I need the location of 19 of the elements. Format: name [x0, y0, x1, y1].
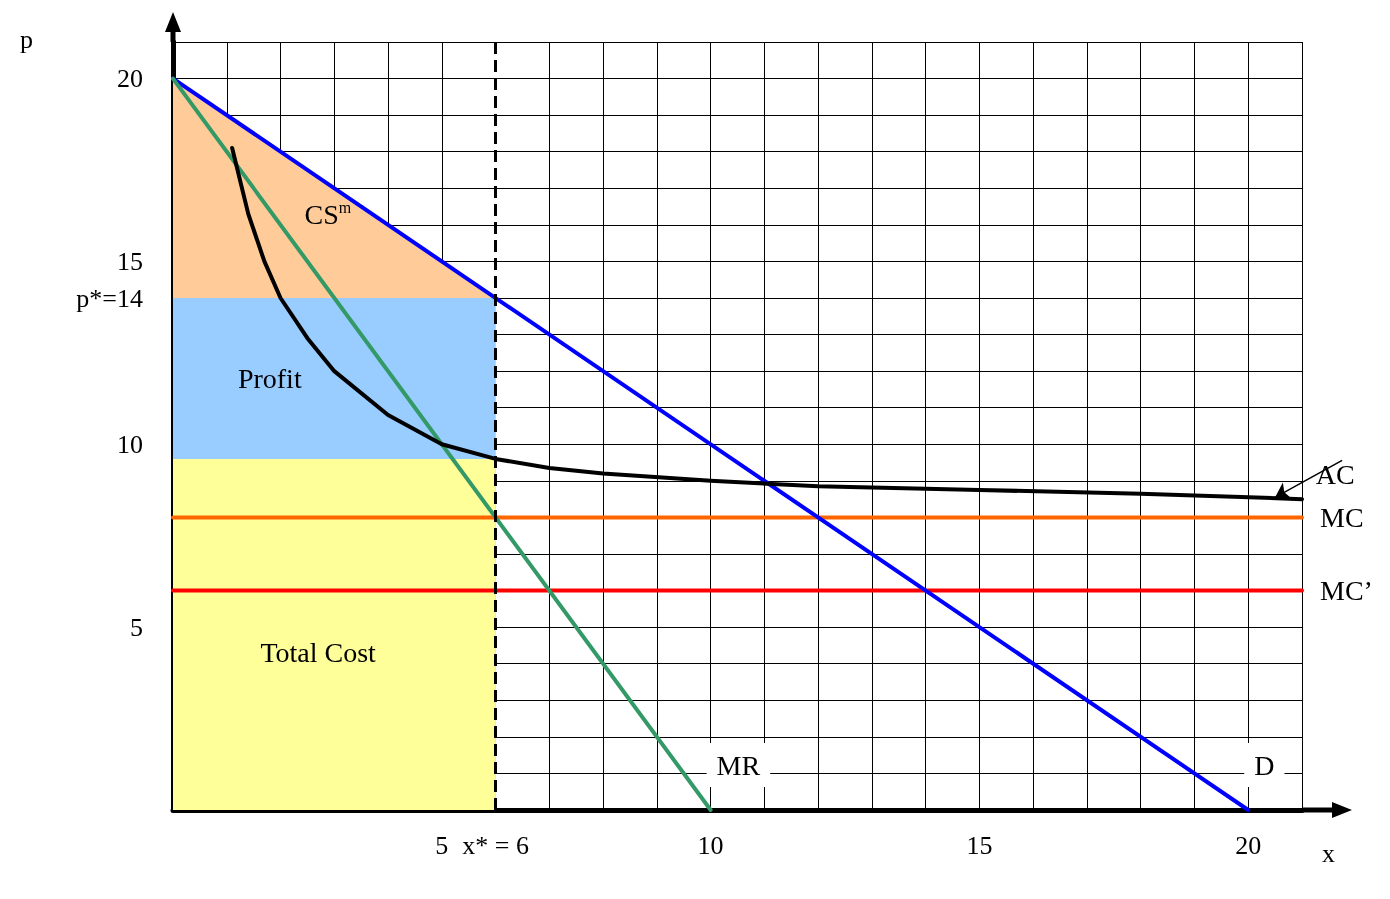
series-label: MC	[1320, 501, 1364, 533]
x-tick-label: x* = 6	[462, 830, 529, 860]
series-label: D	[1254, 749, 1275, 781]
y-tick-label: 20	[117, 64, 143, 94]
y-axis-title: p	[20, 24, 33, 54]
y-tick-label: 10	[117, 429, 143, 459]
series-label: MC’	[1320, 575, 1373, 607]
x-tick-label: 5	[435, 830, 449, 860]
x-tick-label: 15	[966, 830, 993, 860]
annotation: AC	[1315, 459, 1355, 491]
x-axis-title: x	[1322, 838, 1335, 868]
series-label: Total Cost	[260, 636, 377, 668]
y-tick-label: p*=14	[76, 283, 143, 313]
x-tick-label: 10	[697, 830, 724, 860]
x-tick-label: 20	[1235, 830, 1262, 860]
y-tick-label: 15	[117, 246, 143, 276]
y-tick-label: 5	[130, 612, 143, 642]
series-label: MR	[716, 749, 761, 781]
series-label: Profit	[237, 362, 302, 394]
